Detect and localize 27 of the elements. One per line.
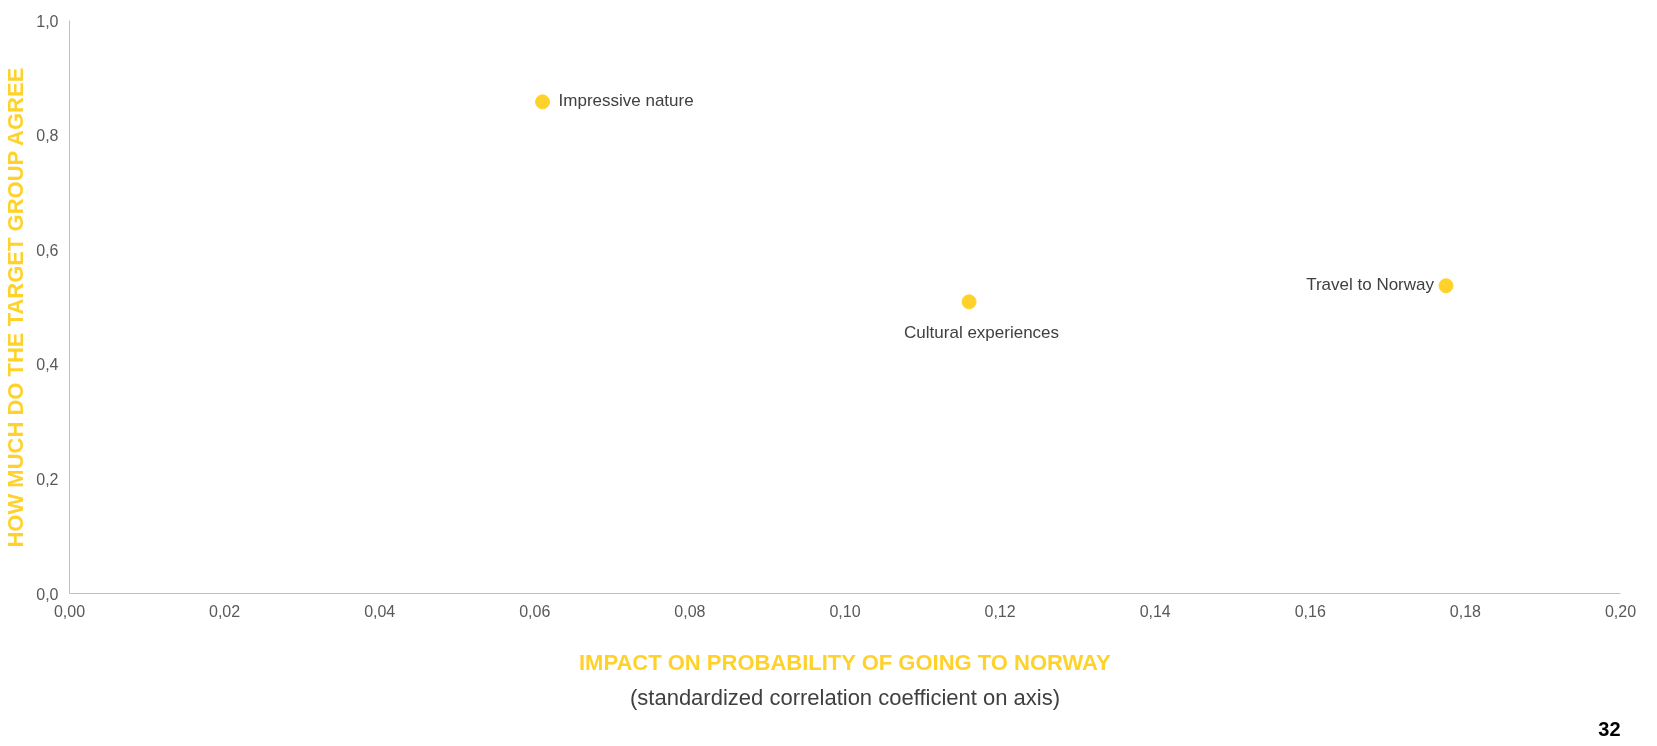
y-tick-label: 0,6	[36, 241, 59, 259]
x-tick-label: 0,14	[1139, 602, 1171, 620]
y-tick-label: 0,4	[36, 356, 59, 374]
point	[1438, 278, 1454, 294]
x-tick-label: 0,20	[1604, 602, 1637, 620]
x-tick-label: 0,16	[1294, 602, 1326, 620]
x-tick-label: 0,10	[829, 602, 861, 620]
point	[961, 294, 977, 310]
x-tick-label: 0,08	[674, 602, 706, 620]
y-axis-title: HOW MUCH DO THE TARGET GROUP AGREE	[3, 67, 29, 548]
text: (standardized correlation coefficient on axis)	[629, 684, 1061, 710]
y-tick-label: 0,0	[36, 585, 59, 603]
y-tick-label: 1,0	[36, 12, 59, 30]
point	[535, 94, 551, 110]
x-tick-label: 0,06	[519, 602, 551, 620]
x-tick-label: 0,12	[984, 602, 1016, 620]
annotation: Cultural experiences	[904, 322, 1060, 342]
annotation: Travel to Norway	[1306, 274, 1435, 294]
x-tick-label: 0,18	[1449, 602, 1482, 620]
x-tick-label: 0,00	[53, 602, 86, 620]
x-tick-label: 0,04	[364, 602, 396, 620]
annotation: Impressive nature	[558, 90, 694, 110]
x-tick-label: 0,02	[209, 602, 241, 620]
x-axis-title: IMPACT ON PROBABILITY OF GOING TO NORWAY	[578, 649, 1111, 675]
y-tick-label: 0,8	[36, 127, 59, 145]
text: 32	[1598, 717, 1621, 740]
y-tick-label: 0,2	[36, 470, 59, 488]
